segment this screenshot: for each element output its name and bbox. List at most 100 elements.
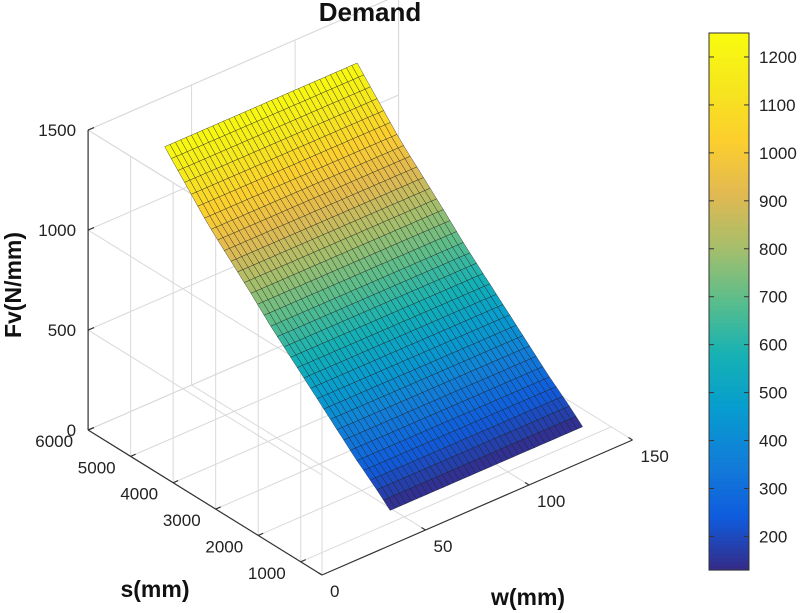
colorbar-segment: [709, 221, 749, 227]
colorbar-segment: [709, 335, 749, 340]
x-tick-label: 50: [434, 537, 453, 556]
colorbar-segment: [709, 452, 749, 458]
colorbar-segment: [709, 402, 749, 407]
colorbar-segment: [709, 372, 749, 378]
colorbar-segment: [709, 439, 749, 445]
colorbar-segment: [709, 45, 749, 51]
y-tick-mark: [172, 479, 179, 484]
colorbar-segment: [709, 272, 749, 277]
colorbar-segment: [709, 565, 749, 571]
colorbar-segment: [709, 444, 749, 449]
colorbar-segment: [709, 314, 749, 319]
z-tick-label: 1500: [38, 121, 76, 140]
colorbar-segment: [709, 192, 749, 198]
colorbar-segment: [709, 234, 749, 240]
z-tick-mark: [87, 226, 95, 231]
colorbar-segment: [709, 276, 749, 282]
colorbar-segment: [709, 112, 749, 118]
colorbar-segment: [709, 150, 749, 156]
grid-line: [87, 329, 323, 476]
colorbar-segment: [709, 410, 749, 416]
colorbar-segment: [709, 460, 749, 466]
colorbar-segment: [709, 305, 749, 311]
colorbar-segment: [709, 435, 749, 441]
x-tick-mark: [628, 436, 633, 441]
colorbar-tick-label: 1000: [759, 144, 797, 163]
colorbar-segment: [709, 121, 749, 126]
colorbar-segment: [709, 171, 749, 177]
colorbar-segment: [709, 49, 749, 55]
colorbar-segment: [709, 108, 749, 114]
colorbar-segment: [709, 381, 749, 387]
colorbar-segment: [709, 322, 749, 328]
colorbar-segment: [709, 280, 749, 286]
colorbar-segment: [709, 368, 749, 374]
colorbar-segment: [709, 255, 749, 261]
colorbar-segment: [709, 309, 749, 315]
z-tick-mark: [87, 126, 95, 131]
colorbar-segment: [709, 301, 749, 307]
axis-ticks: 0500100015001000200030004000500060000501…: [35, 121, 669, 601]
grid-line: [191, 384, 426, 531]
colorbar-segment: [709, 246, 749, 252]
colorbar-segment: [709, 494, 749, 500]
y-tick-mark: [87, 427, 94, 431]
colorbar-segment: [709, 158, 749, 164]
y-axis-label: s(mm): [120, 576, 189, 602]
colorbar-segment: [709, 41, 749, 47]
colorbar-segment: [709, 62, 749, 68]
colorbar-segment: [709, 343, 749, 349]
x-tick-mark: [524, 481, 530, 486]
grid-line: [87, 0, 389, 131]
colorbar-segment: [709, 385, 749, 391]
colorbar-segment: [709, 188, 749, 194]
x-tick-label: 150: [641, 447, 669, 466]
colorbar-segment: [709, 360, 749, 366]
y-tick-label: 3000: [163, 511, 201, 530]
colorbar-segment: [709, 100, 749, 105]
colorbar-segment: [709, 267, 749, 273]
z-axis-label: Fv(N/mm): [0, 232, 26, 338]
colorbar-segment: [709, 230, 749, 235]
colorbar-segment: [709, 339, 749, 345]
colorbar-segment: [709, 225, 749, 231]
colorbar-segment: [709, 297, 749, 303]
colorbar-segment: [709, 351, 749, 357]
colorbar-segment: [709, 251, 749, 256]
colorbar-segment: [709, 293, 749, 298]
colorbar-segment: [709, 184, 749, 189]
colorbar-segment: [709, 423, 749, 428]
colorbar-segment: [709, 238, 749, 244]
colorbar-segment: [709, 37, 749, 42]
colorbar-segment: [709, 456, 749, 462]
colorbar-tick-label: 200: [759, 527, 787, 546]
colorbar-segment: [709, 414, 749, 420]
colorbar-tick-label: 1200: [759, 48, 797, 67]
z-tick-label: 1000: [38, 221, 76, 240]
colorbar-segment: [709, 154, 749, 160]
colorbar-segment: [709, 448, 749, 454]
colorbar-segment: [709, 397, 749, 403]
colorbar-segment: [709, 418, 749, 424]
colorbar-segment: [709, 284, 749, 290]
colorbar-segment: [709, 318, 749, 324]
colorbar-segment: [709, 70, 749, 76]
colorbar-tick-label: 900: [759, 192, 787, 211]
colorbar-segment: [709, 523, 749, 529]
x-tick-label: 0: [330, 582, 339, 601]
y-tick-mark: [215, 506, 221, 510]
colorbar-segment: [709, 91, 749, 97]
colorbar-segment: [709, 356, 749, 361]
colorbar-segment: [709, 511, 749, 517]
colorbar-segment: [709, 465, 749, 470]
colorbar-segment: [709, 213, 749, 219]
colorbar-segment: [709, 389, 749, 395]
colorbar-segment: [709, 95, 749, 101]
colorbar-segment: [709, 532, 749, 538]
chart-title: Demand: [319, 0, 422, 27]
colorbar-segment: [709, 536, 749, 542]
colorbar-segment: [709, 137, 749, 143]
colorbar-segment: [709, 406, 749, 412]
colorbar-segment: [709, 129, 749, 135]
colorbar-segment: [709, 519, 749, 525]
